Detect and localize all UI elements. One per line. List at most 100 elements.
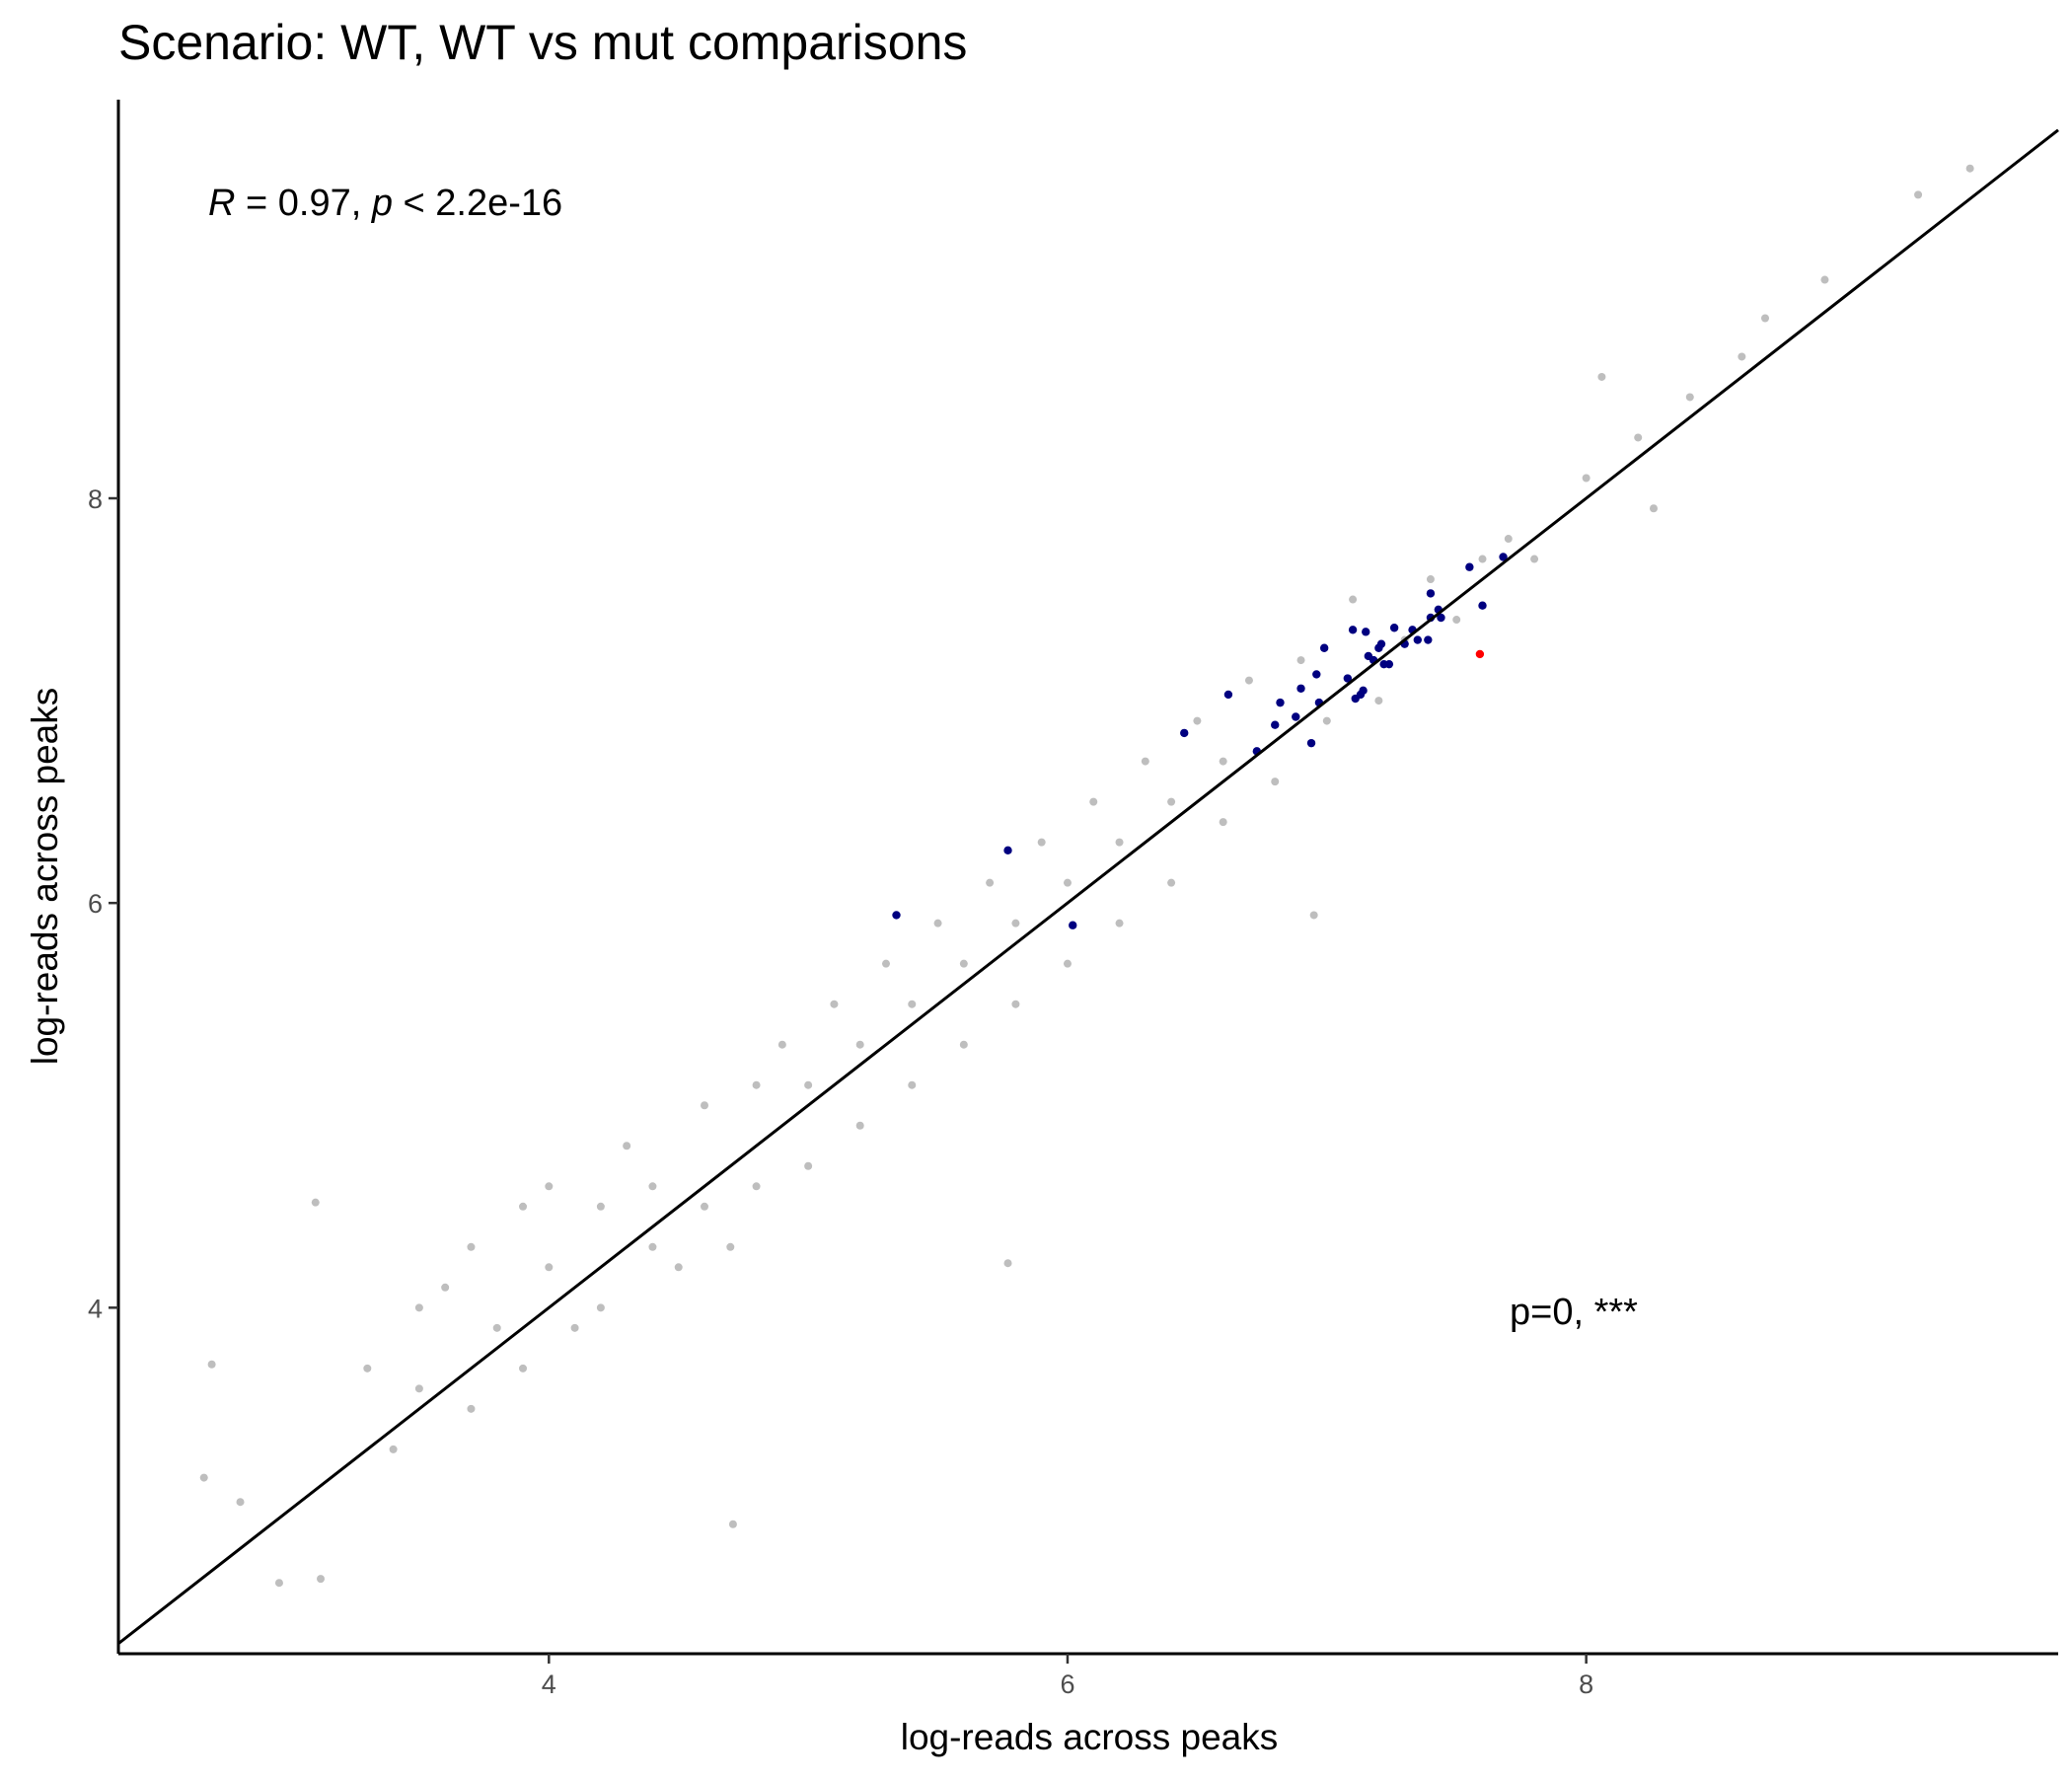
x-tick-label: 4 [542, 1670, 556, 1699]
point [199, 1473, 208, 1482]
point [1309, 911, 1318, 920]
x-tick-label: 8 [1579, 1670, 1593, 1699]
x-axis-title: log-reads across peaks [901, 1717, 1279, 1757]
point [892, 911, 901, 920]
point [1069, 921, 1077, 929]
x-tick-label: 6 [1060, 1670, 1074, 1699]
point [492, 1323, 501, 1332]
point [1530, 555, 1539, 563]
point [1426, 575, 1435, 584]
point [1312, 670, 1321, 679]
point [1437, 613, 1445, 623]
point [1376, 639, 1386, 648]
point [1389, 624, 1399, 632]
point [236, 1498, 245, 1507]
point [363, 1364, 372, 1373]
point [1193, 716, 1202, 725]
point [674, 1263, 683, 1272]
point [1141, 757, 1149, 766]
point [908, 1080, 917, 1089]
point [311, 1198, 320, 1207]
y-tick-label: 8 [88, 484, 103, 514]
point [545, 1263, 554, 1272]
point [648, 1182, 657, 1191]
point [1089, 797, 1098, 806]
point [1003, 846, 1012, 855]
p-symbol: p [371, 183, 393, 224]
point [1359, 686, 1368, 696]
point [570, 1323, 579, 1332]
point [1063, 878, 1072, 887]
point [519, 1364, 528, 1373]
point [1167, 797, 1176, 806]
point [414, 1303, 423, 1312]
point [1115, 919, 1124, 928]
point [545, 1182, 554, 1191]
correlation-annotation: R = 0.97, p < 2.2e-16 [208, 183, 562, 224]
point [728, 1520, 737, 1528]
point [1685, 393, 1694, 402]
point [855, 1121, 864, 1130]
point [959, 959, 968, 968]
point [1319, 643, 1329, 652]
point [1649, 504, 1658, 513]
point [274, 1579, 283, 1588]
point [1115, 838, 1124, 847]
r-value: = 0.97, [235, 183, 371, 224]
point [1820, 275, 1829, 284]
point [1037, 838, 1046, 847]
point [701, 1101, 709, 1110]
p-value: < 2.2e-16 [393, 183, 562, 224]
point [414, 1384, 423, 1393]
point [1271, 778, 1280, 786]
point [881, 959, 890, 968]
point [1276, 698, 1285, 707]
point [1478, 601, 1487, 610]
point [804, 1161, 813, 1170]
point [1362, 628, 1370, 636]
point [1167, 878, 1176, 887]
r-symbol: R [208, 183, 235, 224]
point [1271, 720, 1280, 729]
y-axis-title: log-reads across peaks [25, 688, 65, 1066]
point [1384, 659, 1394, 669]
plot-area: 4 6 8 4 6 8 [88, 100, 2059, 1699]
point [1011, 919, 1020, 928]
point [986, 878, 995, 887]
point [752, 1182, 761, 1191]
point [1504, 535, 1513, 544]
point [1478, 555, 1487, 563]
point [1349, 595, 1358, 604]
identity-line [117, 128, 2059, 1645]
point [1760, 314, 1769, 323]
point [1738, 352, 1746, 361]
point [1634, 433, 1643, 442]
point [1003, 1259, 1012, 1268]
point [519, 1202, 528, 1211]
point [908, 1000, 917, 1008]
chart-title: Scenario: WT, WT vs mut comparisons [118, 15, 967, 70]
point [1426, 589, 1436, 598]
point [959, 1040, 968, 1049]
point [1374, 697, 1383, 705]
point [1219, 757, 1227, 766]
point [1465, 562, 1474, 571]
point [726, 1242, 735, 1251]
point [1582, 474, 1591, 482]
point [1348, 626, 1358, 634]
point [1180, 728, 1189, 738]
point [623, 1142, 631, 1150]
point [1965, 164, 1974, 173]
point [207, 1360, 216, 1369]
y-tick-label: 4 [88, 1294, 103, 1323]
point [855, 1040, 864, 1049]
point [596, 1202, 605, 1211]
point [1499, 553, 1508, 561]
point [1343, 674, 1353, 683]
point [317, 1575, 326, 1584]
point [1063, 959, 1072, 968]
point [933, 919, 942, 928]
point [467, 1404, 476, 1413]
